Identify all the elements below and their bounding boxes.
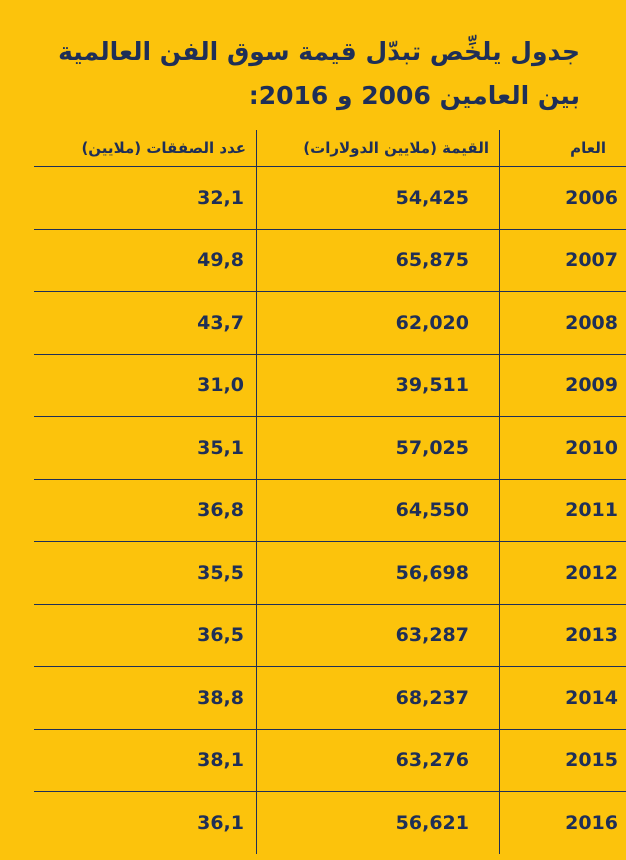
count-cell: 38,1 [34, 729, 257, 792]
count-cell: 35,5 [34, 541, 257, 605]
table-row: 2012 56,698 35,5 [34, 541, 626, 605]
value-cell: 65,875 [256, 229, 500, 292]
value-cell: 54,425 [256, 166, 500, 230]
count-cell: 32,1 [34, 166, 257, 230]
table-row: 2013 63,287 36,5 [34, 604, 626, 667]
header-value: القيمة (ملايين الدولارات) [256, 130, 500, 167]
table-row: 2014 68,237 38,8 [34, 666, 626, 730]
value-cell: 63,287 [256, 604, 500, 667]
year-cell: 2012 [499, 541, 626, 605]
value-cell: 56,698 [256, 541, 500, 605]
table-row: 2015 63,276 38,1 [34, 729, 626, 792]
count-cell: 38,8 [34, 666, 257, 730]
value-cell: 63,276 [256, 729, 500, 792]
value-cell: 62,020 [256, 291, 500, 355]
count-cell: 31,0 [34, 354, 257, 417]
year-cell: 2014 [499, 666, 626, 730]
year-cell: 2015 [499, 729, 626, 792]
table-title: جدول يلخِّص تبدّل قيمة سوق الفن العالمية… [58, 37, 580, 110]
year-cell: 2008 [499, 291, 626, 355]
table-row: 2016 56,621 36,1 [34, 791, 626, 854]
count-cell: 35,1 [34, 416, 257, 480]
value-cell: 64,550 [256, 479, 500, 542]
count-cell: 36,8 [34, 479, 257, 542]
value-cell: 39,511 [256, 354, 500, 417]
table-row: 2009 39,511 31,0 [34, 354, 626, 417]
table-row: 2011 64,550 36,8 [34, 479, 626, 542]
table-row: 2007 65,875 49,8 [34, 229, 626, 292]
table-row: 2010 57,025 35,1 [34, 416, 626, 480]
count-cell: 43,7 [34, 291, 257, 355]
year-cell: 2006 [499, 166, 626, 230]
count-cell: 49,8 [34, 229, 257, 292]
art-market-table: العام القيمة (ملايين الدولارات) عدد الصف… [34, 130, 626, 854]
header-count: عدد الصفقات (ملايين) [34, 130, 257, 167]
table-body: 2006 54,425 32,1 2007 65,875 49,8 2008 62,020 43… [34, 166, 626, 854]
year-cell: 2009 [499, 354, 626, 417]
value-cell: 68,237 [256, 666, 500, 730]
year-cell: 2016 [499, 791, 626, 854]
table-row: 2006 54,425 32,1 [34, 166, 626, 230]
year-cell: 2010 [499, 416, 626, 480]
year-cell: 2011 [499, 479, 626, 542]
value-cell: 56,621 [256, 791, 500, 854]
data-table: العام القيمة (ملايين الدولارات) عدد الصف… [34, 130, 626, 854]
count-cell: 36,1 [197, 811, 244, 834]
header-year: العام [499, 130, 626, 167]
value-cell: 57,025 [256, 416, 500, 480]
year-cell: 2007 [499, 229, 626, 292]
count-cell: 36,5 [34, 604, 257, 667]
year-cell: 2013 [499, 604, 626, 667]
header-row: العام القيمة (ملايين الدولارات) عدد الصف… [34, 130, 626, 167]
table-row: 2008 62,020 43,7 [34, 291, 626, 355]
